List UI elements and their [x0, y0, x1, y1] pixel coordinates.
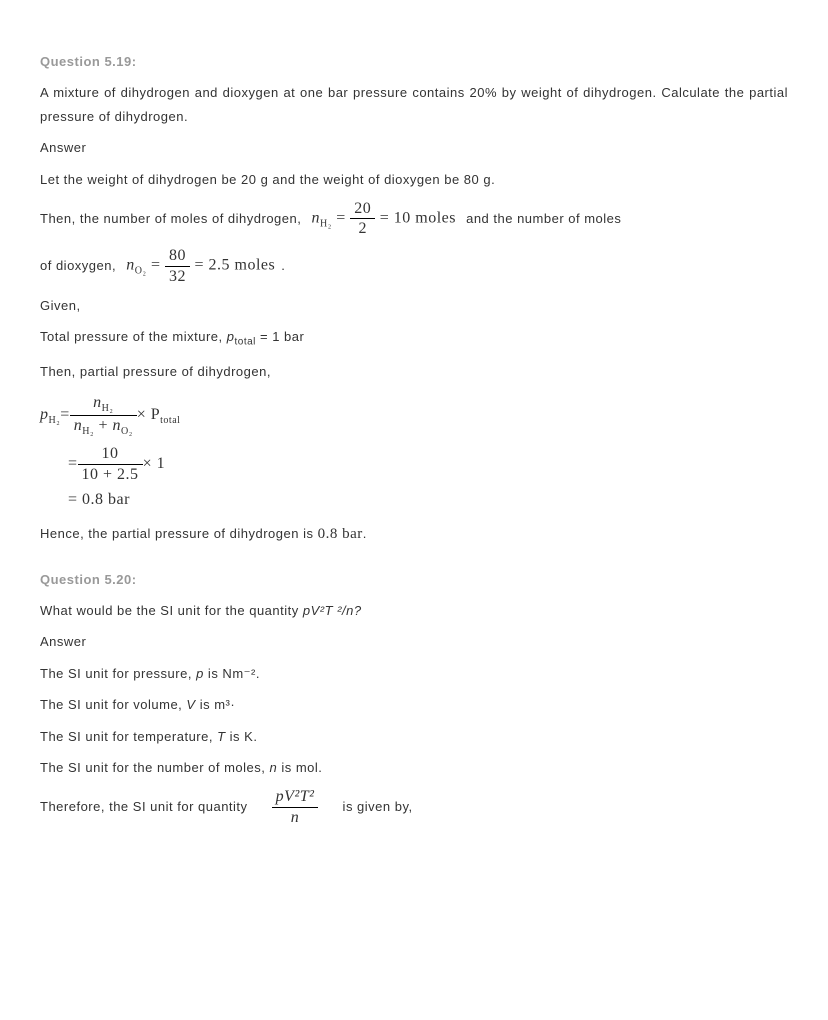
text-fragment: Then, the number of moles of dihydrogen,	[40, 207, 305, 230]
then-partial-line: Then, partial pressure of dihydrogen,	[40, 360, 788, 383]
text-fragment: of dioxygen,	[40, 254, 120, 277]
si-unit-line: The SI unit for pressure, p is Nm⁻².	[40, 662, 788, 685]
moles-o2-line: of dioxygen, nO₂ = 80 32 = 2.5 moles .	[40, 246, 788, 285]
question-prompt: What would be the SI unit for the quanti…	[40, 599, 788, 622]
total-pressure-line: Total pressure of the mixture, ptotal = …	[40, 325, 788, 352]
therefore-line: Therefore, the SI unit for quantity pV²T…	[40, 787, 788, 826]
si-unit-line: The SI unit for the number of moles, n i…	[40, 756, 788, 779]
given-label: Given,	[40, 294, 788, 317]
answer-label: Answer	[40, 136, 788, 159]
conclusion-line: Hence, the partial pressure of dihydroge…	[40, 521, 788, 548]
partial-pressure-formula: pH₂ = nH₂ nH₂ + nO₂ × Ptotal = 10 10 + 2…	[40, 393, 788, 511]
formula-no2: nO₂ = 80 32 = 2.5 moles	[126, 246, 275, 285]
solution-line: Let the weight of dihydrogen be 20 g and…	[40, 168, 788, 191]
text-fragment: and the number of moles	[462, 207, 621, 230]
si-unit-line: The SI unit for temperature, T is K.	[40, 725, 788, 748]
moles-h2-line: Then, the number of moles of dihydrogen,…	[40, 199, 788, 238]
formula-nh2: nH₂ = 20 2 = 10 moles	[311, 199, 456, 238]
question-title: Question 5.20:	[40, 568, 788, 591]
si-unit-line: The SI unit for volume, V is m³·	[40, 693, 788, 716]
question-prompt: A mixture of dihydrogen and dioxygen at …	[40, 81, 788, 128]
final-formula: pV²T² n	[272, 787, 319, 826]
question-title: Question 5.19:	[40, 50, 788, 73]
answer-label: Answer	[40, 630, 788, 653]
